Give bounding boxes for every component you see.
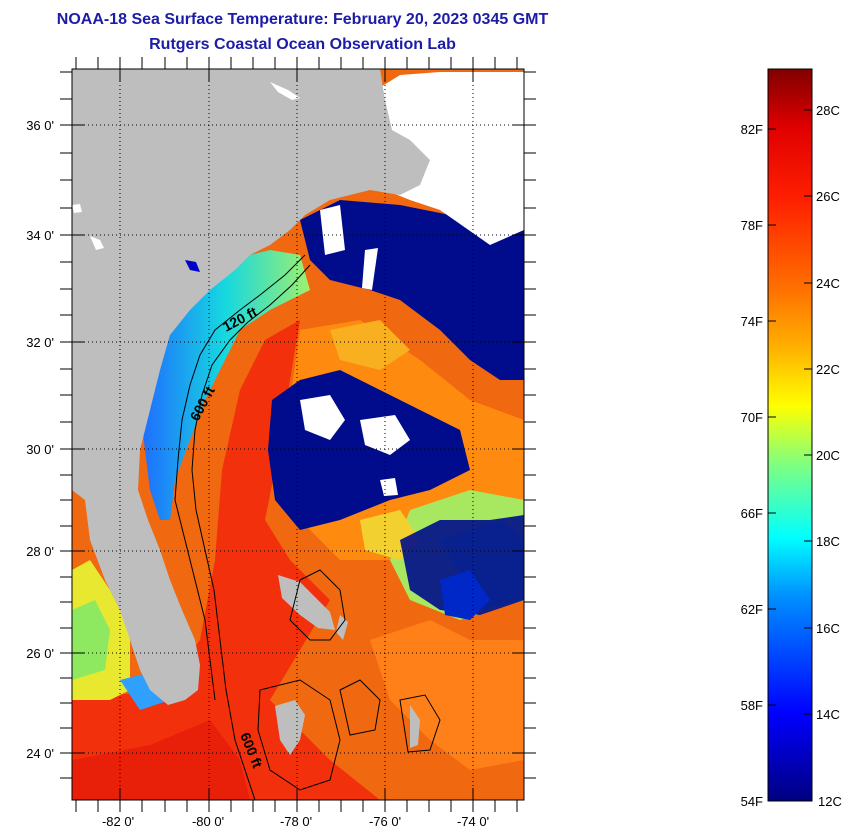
lon-label-80: -80 0' bbox=[192, 814, 224, 829]
land-mass bbox=[72, 69, 430, 705]
map-title: NOAA-18 Sea Surface Temperature: Februar… bbox=[56, 11, 549, 28]
lon-label-74: -74 0' bbox=[457, 814, 489, 829]
axis-ticks bbox=[60, 57, 536, 812]
colorbar-f-78: 78F bbox=[741, 218, 763, 233]
colorbar-c-20: 20C bbox=[816, 448, 840, 463]
colorbar-f-66: 66F bbox=[741, 506, 763, 521]
sst-map: 120 ft 600 ft 600 ft bbox=[72, 69, 524, 800]
lon-label-76: -76 0' bbox=[369, 814, 401, 829]
colorbar-c-12: 12C bbox=[818, 794, 842, 809]
lat-label-32: 32 0' bbox=[26, 335, 54, 350]
colorbar-f-54: 54F bbox=[741, 794, 763, 809]
colorbar-f-70: 70F bbox=[741, 410, 763, 425]
colorbar-f-82: 82F bbox=[741, 122, 763, 137]
colorbar-c-26: 26C bbox=[816, 189, 840, 204]
colorbar-f-58: 58F bbox=[741, 698, 763, 713]
map-frame bbox=[71, 68, 525, 801]
lat-label-26: 26 0' bbox=[26, 646, 54, 661]
colorbar-c-28: 28C bbox=[816, 103, 840, 118]
lon-label-78: -78 0' bbox=[280, 814, 312, 829]
temperature-colorbar: 82F 78F 74F 70F 66F 62F 58F 54F 28C 26C … bbox=[741, 68, 842, 809]
colorbar-f-74: 74F bbox=[741, 314, 763, 329]
lat-label-36: 36 0' bbox=[26, 118, 54, 133]
colorbar-c-14: 14C bbox=[816, 707, 840, 722]
lat-label-24: 24 0' bbox=[26, 746, 54, 761]
colorbar-c-24: 24C bbox=[816, 276, 840, 291]
colorbar-c-18: 18C bbox=[816, 534, 840, 549]
isobath-contours bbox=[174, 254, 441, 800]
map-subtitle: Rutgers Coastal Ocean Observation Lab bbox=[149, 36, 456, 53]
colorbar-c-22: 22C bbox=[816, 362, 840, 377]
colorbar-f-62: 62F bbox=[741, 602, 763, 617]
colorbar-c-16: 16C bbox=[816, 621, 840, 636]
lat-label-30: 30 0' bbox=[26, 442, 54, 457]
lon-label-82: -82 0' bbox=[102, 814, 134, 829]
lat-label-28: 28 0' bbox=[26, 544, 54, 559]
lat-label-34: 34 0' bbox=[26, 228, 54, 243]
